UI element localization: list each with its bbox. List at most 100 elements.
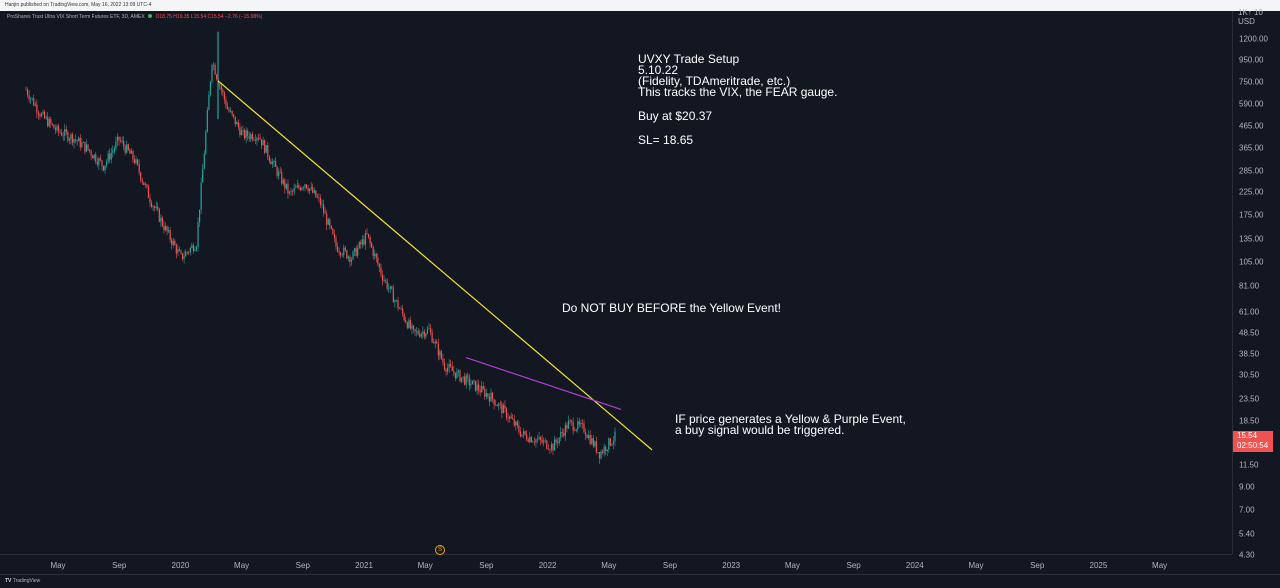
candle-body	[242, 130, 244, 131]
price-tick-label: 61.00	[1239, 307, 1260, 317]
candle-body	[327, 219, 329, 225]
candle-body	[123, 140, 125, 147]
candle-body	[346, 250, 348, 259]
candle-body	[552, 444, 554, 451]
candle-body	[119, 140, 122, 142]
candle-body	[513, 419, 515, 426]
candle-body	[614, 431, 616, 442]
candle-body	[498, 403, 500, 407]
candle-body	[106, 161, 108, 166]
candle-body	[496, 405, 498, 407]
candle-body	[143, 182, 145, 186]
candle-body	[189, 247, 191, 253]
candle-body	[457, 370, 460, 372]
candle-body	[319, 197, 322, 205]
candle-body	[377, 257, 379, 264]
purple-trendline	[465, 356, 622, 410]
candle-body	[447, 367, 449, 372]
candle-body	[203, 153, 205, 169]
candle-body	[445, 369, 447, 372]
candle-body	[383, 280, 385, 281]
signal-line: IF price generates a Yellow & Purple Eve…	[675, 412, 906, 426]
candle-body	[40, 113, 43, 117]
price-tick-label: 1200.00	[1239, 34, 1268, 44]
candle-body	[536, 439, 539, 440]
candle-body	[569, 420, 571, 422]
candle-body	[478, 384, 480, 391]
candle-body	[505, 408, 508, 418]
candle-body	[174, 240, 176, 246]
candle-body	[71, 134, 74, 143]
candle-body	[567, 420, 570, 429]
candle-body	[395, 300, 398, 301]
candle-body	[222, 89, 224, 93]
candle-body	[355, 248, 357, 256]
candle-body	[577, 421, 579, 430]
candle-body	[335, 237, 337, 247]
candle-body	[332, 228, 334, 235]
tradingview-logo-icon: TV	[5, 578, 12, 584]
candle-body	[33, 98, 35, 106]
time-tick-label: Sep	[1030, 561, 1045, 570]
candle-body	[150, 202, 153, 207]
price-tick-label: 38.50	[1239, 349, 1260, 359]
candle-body	[406, 322, 408, 328]
time-tick-label: 2024	[905, 561, 924, 570]
candle-body	[589, 434, 591, 444]
price-axis[interactable]: 1200.00 950.00 750.00 590.00 465.00 365.00 285…	[1232, 11, 1280, 559]
candle-body	[44, 111, 46, 119]
candle-body	[530, 437, 532, 443]
candle-body	[462, 376, 464, 378]
candle-body	[53, 124, 55, 129]
time-tick-label: Sep	[846, 561, 861, 570]
candle-body	[149, 197, 151, 203]
candle-body	[324, 212, 326, 214]
candle-body	[374, 253, 376, 256]
candle-body	[68, 139, 70, 141]
candle-body	[109, 153, 111, 160]
candle-body	[228, 109, 230, 112]
candle-body	[129, 149, 131, 154]
candle-body	[62, 135, 64, 137]
candle-body	[200, 182, 202, 210]
candle-body	[549, 449, 551, 451]
currency-code: USD	[1238, 17, 1255, 26]
candle-body	[30, 98, 32, 100]
candle-body	[405, 319, 407, 323]
price-tick-label: 7.00	[1239, 505, 1255, 515]
candle-body	[206, 110, 208, 132]
price-chart[interactable]	[0, 11, 1232, 554]
last-price-badge: 15.54 02:50:54	[1233, 431, 1273, 452]
candle-body	[73, 139, 75, 143]
price-tick-label: 81.00	[1239, 281, 1260, 291]
candle-body	[276, 166, 278, 176]
candle-body	[132, 150, 134, 160]
candle-body	[578, 421, 580, 425]
candle-body	[333, 234, 336, 238]
candle-body	[572, 421, 574, 431]
candle-body	[76, 140, 78, 142]
candle-body	[609, 438, 611, 446]
candle-body	[434, 341, 436, 344]
candle-body	[202, 168, 204, 183]
time-tick-label: 2023	[722, 561, 741, 570]
candle-body	[509, 416, 511, 419]
candle-body	[571, 420, 573, 422]
candle-body	[394, 300, 396, 303]
candle-body	[352, 251, 354, 260]
candle-body	[79, 137, 81, 148]
candle-body	[392, 288, 394, 303]
warning-note: Do NOT BUY BEFORE the Yellow Event!	[562, 301, 781, 315]
split-event-icon[interactable]: S	[435, 545, 445, 555]
candle-body	[65, 128, 67, 133]
candle-body	[467, 375, 469, 378]
candle-body	[557, 442, 559, 444]
time-axis[interactable]: May Sep 2020 May Sep 2021 May Sep 2022 May Sep 2023…	[0, 554, 1232, 574]
bar-countdown: 02:50:54	[1237, 441, 1269, 450]
candle-body	[372, 247, 374, 256]
candle-body	[560, 432, 562, 438]
candle-body	[450, 363, 452, 367]
candle-body	[164, 226, 167, 231]
candle-body	[309, 188, 311, 192]
candle-body	[422, 331, 424, 334]
